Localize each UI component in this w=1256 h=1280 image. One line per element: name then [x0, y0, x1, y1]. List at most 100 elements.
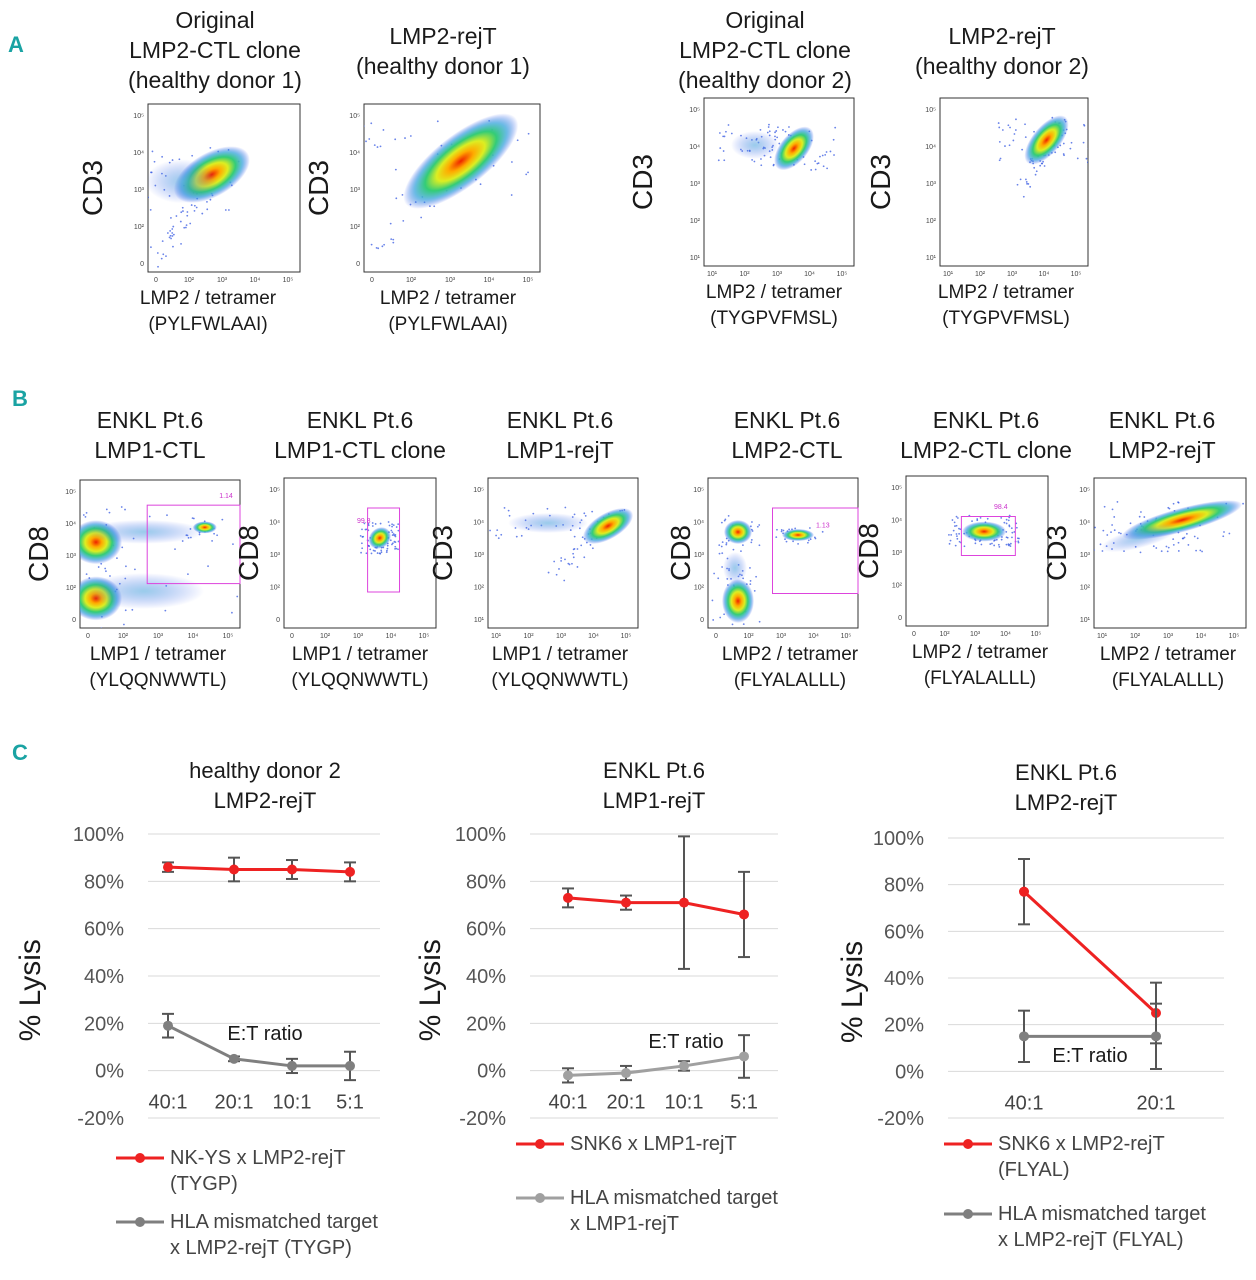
- event-dot: [100, 627, 103, 628]
- plot-events: [711, 514, 824, 626]
- event-dot: [389, 222, 392, 225]
- event-dot: [1070, 141, 1073, 144]
- y-tick-label: 10³: [1080, 552, 1091, 559]
- chart-title: LMP2-rejT: [1015, 790, 1118, 815]
- y-tick-label: 10³: [270, 552, 281, 559]
- flow-plot-title: (healthy donor 2): [915, 53, 1089, 79]
- x-tick-label: 20:1: [607, 1092, 646, 1114]
- x-tick-label: 40:1: [149, 1092, 188, 1114]
- x-tick-label: 10³: [445, 277, 456, 284]
- x-tick-label: 10²: [975, 271, 986, 278]
- event-dot: [132, 200, 134, 202]
- event-dot: [1009, 542, 1012, 545]
- y-tick-label: 10⁴: [891, 518, 902, 525]
- density-cluster: [1100, 523, 1179, 553]
- y-tick-label: 100%: [455, 824, 506, 846]
- event-dot: [381, 245, 384, 248]
- event-dot: [388, 524, 391, 527]
- event-dot: [749, 567, 751, 569]
- event-dot: [193, 204, 196, 207]
- y-tick-label: 40%: [466, 966, 506, 988]
- event-dot: [206, 200, 208, 203]
- event-dot: [813, 536, 816, 539]
- event-dot: [955, 524, 958, 527]
- event-dot: [782, 129, 784, 131]
- event-dot: [1172, 502, 1175, 505]
- event-dot: [825, 151, 828, 153]
- y-tick-label: 10¹: [474, 617, 485, 624]
- event-dot: [148, 196, 149, 199]
- event-dot: [576, 566, 579, 568]
- event-dot: [370, 122, 373, 125]
- density-cluster: [368, 527, 391, 549]
- density-cluster: [774, 126, 814, 171]
- x-axis-label: LMP1 / tetramer: [90, 644, 227, 665]
- event-dot: [1193, 535, 1196, 538]
- event-dot: [1165, 545, 1168, 548]
- event-dot: [997, 543, 1000, 546]
- plot-frame: [905, 475, 1049, 627]
- x-axis-label: (PYLFWLAAI): [388, 314, 507, 335]
- event-dot: [161, 240, 164, 243]
- event-dot: [503, 506, 506, 509]
- y-axis-label: CD3: [627, 154, 658, 210]
- event-dot: [379, 145, 382, 148]
- series-hla-mismatched: HLA mismatched target x LMP1-rejT: [516, 1034, 778, 1235]
- event-dot: [436, 120, 439, 123]
- series-line: [567, 896, 745, 916]
- event-dot: [495, 534, 497, 537]
- event-dot: [379, 522, 382, 525]
- event-dot: [397, 523, 400, 526]
- event-dot: [821, 154, 824, 157]
- x-tick-label: 0: [912, 631, 916, 638]
- y-tick-label: 10⁴: [1079, 520, 1090, 527]
- event-dot: [1011, 531, 1014, 534]
- event-dot: [171, 228, 174, 230]
- event-dot: [824, 153, 827, 156]
- y-tick-label: 60%: [884, 921, 924, 943]
- event-dot: [955, 515, 958, 518]
- density-cluster: [782, 529, 814, 541]
- legend-label: NK-YS x LMP2-rejT: [170, 1147, 346, 1169]
- flow-plot-title: LMP2-rejT: [948, 23, 1055, 49]
- series-target: NK-YS x LMP2-rejT (TYGP): [116, 856, 356, 1195]
- event-dot: [1007, 543, 1010, 546]
- event-dot: [171, 235, 174, 237]
- x-tick-label: 10⁵: [841, 633, 852, 640]
- event-dot: [555, 573, 558, 576]
- series-hla-mismatched: HLA mismatched target x LMP2-rejT (FLYAL): [944, 1002, 1206, 1251]
- event-dot: [1021, 148, 1024, 151]
- event-dot: [780, 528, 783, 531]
- event-dot: [1022, 195, 1025, 198]
- event-dot: [360, 542, 363, 545]
- y-tick-label: 10⁴: [269, 520, 280, 527]
- event-dot: [794, 527, 797, 530]
- event-dot: [766, 131, 769, 134]
- event-dot: [573, 535, 576, 538]
- event-dot: [980, 543, 983, 546]
- event-dot: [66, 600, 68, 602]
- x-tick-label: 10³: [1163, 633, 1174, 640]
- event-dot: [589, 544, 592, 546]
- event-dot: [732, 548, 735, 551]
- flow-plot-title: ENKL Pt.6: [734, 407, 841, 433]
- event-dot: [1140, 511, 1142, 513]
- chart-title: LMP2-rejT: [214, 788, 317, 813]
- event-dot: [742, 623, 745, 625]
- x-tick-label: 10¹: [1097, 633, 1108, 640]
- event-dot: [950, 534, 953, 536]
- y-tick-label: 0: [898, 615, 902, 622]
- x-tick-label: 10⁵: [1071, 271, 1082, 278]
- event-dot: [777, 126, 779, 129]
- event-dot: [189, 222, 192, 225]
- event-dot: [712, 619, 715, 621]
- event-dot: [213, 532, 215, 535]
- chart-title: ENKL Pt.6: [603, 758, 705, 783]
- event-dot: [515, 535, 518, 538]
- event-dot: [508, 514, 511, 517]
- data-point: [563, 892, 573, 903]
- event-dot: [1177, 541, 1180, 544]
- event-dot: [958, 540, 961, 543]
- flow-plot-b1: ENKL Pt.6 LMP1-CTL 1.14 10⁵ 10⁴ 10³ 10² 0 0 10² 10…: [23, 407, 241, 691]
- x-tick-label: 10⁵: [621, 633, 632, 640]
